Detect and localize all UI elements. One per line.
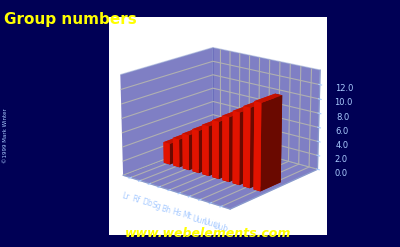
Text: ©1999 Mark Winter: ©1999 Mark Winter (4, 108, 8, 163)
Text: www.webelements.com: www.webelements.com (125, 227, 291, 240)
Text: Group numbers: Group numbers (4, 12, 137, 27)
